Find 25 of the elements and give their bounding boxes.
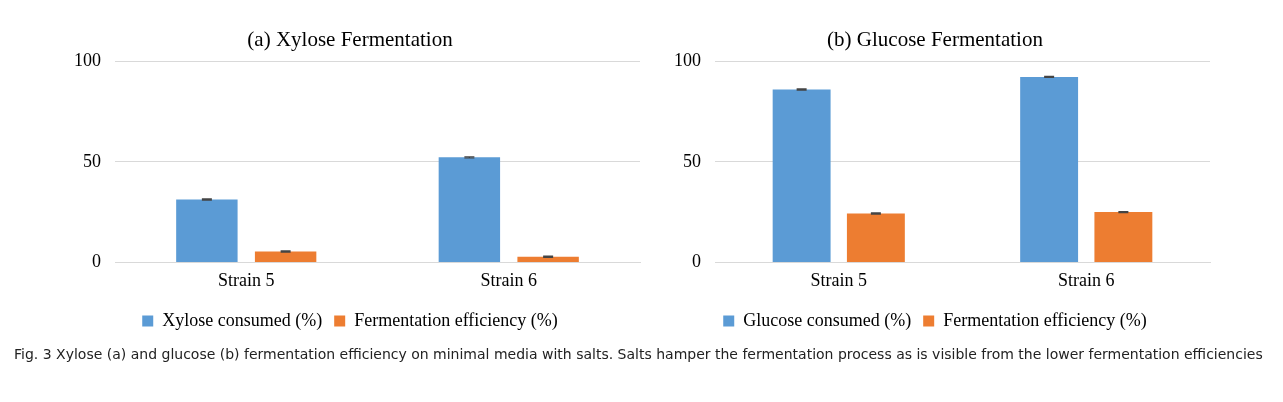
- legend-label: Fermentation efficiency (%): [943, 309, 1147, 331]
- bar: [846, 213, 905, 262]
- bar: [438, 157, 501, 262]
- x-tick-label: Strain 5: [810, 269, 867, 290]
- bar: [176, 199, 238, 262]
- y-tick-label: 50: [683, 150, 701, 171]
- y-tick-label: 0: [692, 251, 701, 272]
- chart-title: (b) Glucose Fermentation: [827, 27, 1044, 52]
- y-tick-label: 50: [83, 150, 101, 171]
- chart-title: (a) Xylose Fermentation: [247, 27, 454, 52]
- bar: [1094, 212, 1153, 262]
- x-tick-label: Strain 6: [480, 269, 537, 290]
- caption: Fig. 3 Xylose (a) and glucose (b) fermentation efficiency on minimal media with salts. Salts hamper the fermentation process as is visible from the lower fermentation efficiencies: [14, 345, 1264, 364]
- legend-label: Xylose consumed (%): [162, 309, 323, 331]
- bar: [772, 89, 831, 262]
- bar: [1020, 76, 1079, 262]
- y-tick-label: 0: [92, 251, 101, 272]
- x-tick-label: Strain 5: [218, 269, 275, 290]
- legend-label: Glucose consumed (%): [743, 309, 912, 331]
- bar: [254, 251, 317, 262]
- x-tick-label: Strain 6: [1058, 269, 1115, 290]
- bar: [517, 256, 579, 262]
- y-tick-label: 100: [674, 49, 701, 70]
- y-tick-label: 100: [74, 49, 101, 70]
- legend-label: Fermentation efficiency (%): [354, 309, 558, 331]
